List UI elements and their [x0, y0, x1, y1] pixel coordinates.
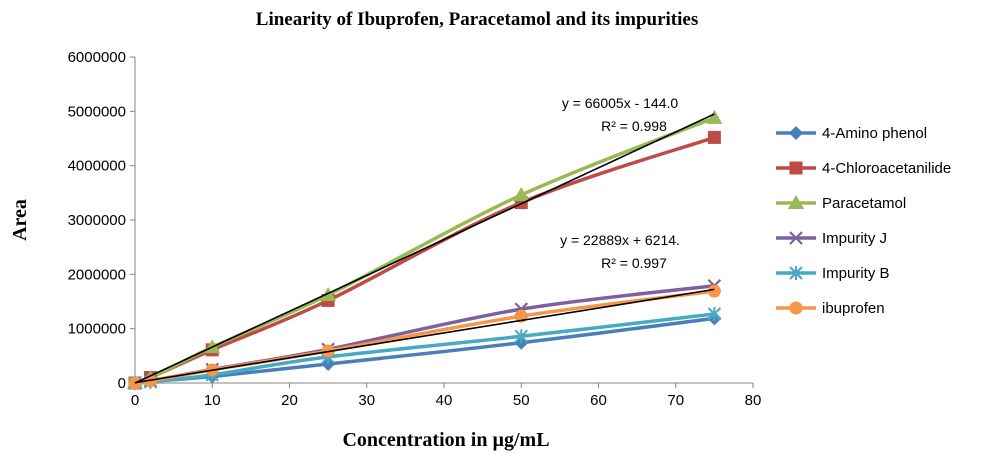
data-point [707, 284, 721, 298]
legend-entry: Paracetamol [776, 195, 906, 212]
x-axis-label: Concentration in µg/mL [342, 429, 549, 451]
legend: 4-Amino phenol 4-Chloroacetanilide Paracet… [776, 125, 951, 317]
chart-title: Linearity of Ibuprofen, Paracetamol and … [256, 9, 698, 30]
legend-label: 4-Chloroacetanilide [822, 160, 951, 177]
series-line [134, 312, 715, 385]
legend-marker [789, 231, 803, 245]
data-point [706, 109, 723, 124]
trendline-r-squared: R² = 0.997 [601, 255, 667, 271]
legend-entry: ibuprofen [776, 300, 885, 317]
y-tick-label: 2000000 [68, 266, 126, 283]
x-tick-label: 0 [131, 392, 139, 409]
y-tick-label: 1000000 [68, 321, 126, 338]
legend-label: Impurity B [822, 265, 890, 282]
series-ibuprofen [128, 284, 721, 390]
trendline [134, 288, 715, 384]
x-tick-label: 80 [745, 392, 762, 409]
legend-label: 4-Amino phenol [822, 125, 927, 142]
legend-entry: 4-Chloroacetanilide [776, 160, 951, 177]
y-tick-label: 4000000 [68, 158, 126, 175]
x-tick-label: 60 [590, 392, 607, 409]
y-tick-label: 6000000 [68, 49, 126, 66]
x-tick-label: 40 [436, 392, 453, 409]
y-tick-label: 5000000 [68, 103, 126, 120]
y-axis-label: Area [9, 199, 31, 241]
data-point [513, 187, 530, 202]
data-point [707, 306, 722, 321]
legend-entry: 4-Amino phenol [776, 125, 927, 142]
trendline-r-squared: R² = 0.998 [601, 118, 667, 134]
data-point [707, 130, 721, 144]
trendline-equation: y = 22889x + 6214. [560, 232, 680, 248]
legend-label: ibuprofen [822, 300, 885, 317]
legend-marker [789, 301, 803, 315]
legend-marker [789, 126, 803, 140]
legend-label: Impurity J [822, 230, 887, 247]
data-point [514, 329, 528, 344]
plot-area: 0 1000000 2000000 3000000 4000000 5000000 6000… [68, 49, 762, 409]
x-tick-label: 20 [281, 392, 298, 409]
y-tick-label: 3000000 [68, 212, 126, 229]
legend-entry: Impurity J [776, 230, 887, 247]
legend-marker [788, 195, 804, 209]
x-tick-label: 50 [513, 392, 530, 409]
x-tick-label: 10 [204, 392, 221, 409]
trendline [134, 113, 715, 384]
legend-marker [789, 161, 803, 175]
legend-marker [789, 266, 803, 280]
x-tick-label: 30 [358, 392, 375, 409]
trendline-equation: y = 66005x - 144.0 [562, 95, 679, 111]
y-tick-label: 0 [118, 375, 126, 392]
legend-label: Paracetamol [822, 195, 906, 212]
x-tick-label: 70 [667, 392, 684, 409]
legend-entry: Impurity B [776, 265, 890, 282]
